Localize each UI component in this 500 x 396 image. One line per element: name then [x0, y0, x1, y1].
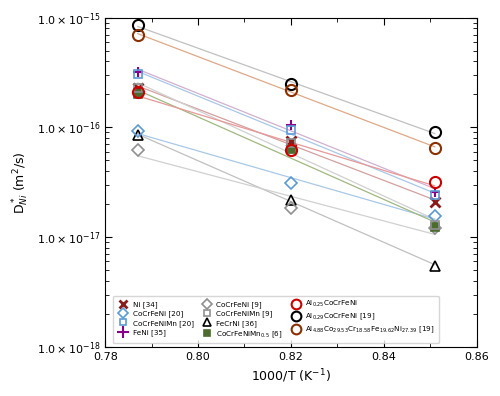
Y-axis label: D$^*_{Ni}$ (m$^2$/s): D$^*_{Ni}$ (m$^2$/s) [11, 151, 32, 213]
X-axis label: 1000/T (K$^{-1}$): 1000/T (K$^{-1}$) [251, 367, 331, 385]
Legend: Ni [34], CoCrFeNi [20], CoCrFeNiMn [20], FeNi [35], CoCrFeNi [9], CoCrFeNiMn [9]: Ni [34], CoCrFeNi [20], CoCrFeNiMn [20],… [112, 295, 438, 343]
